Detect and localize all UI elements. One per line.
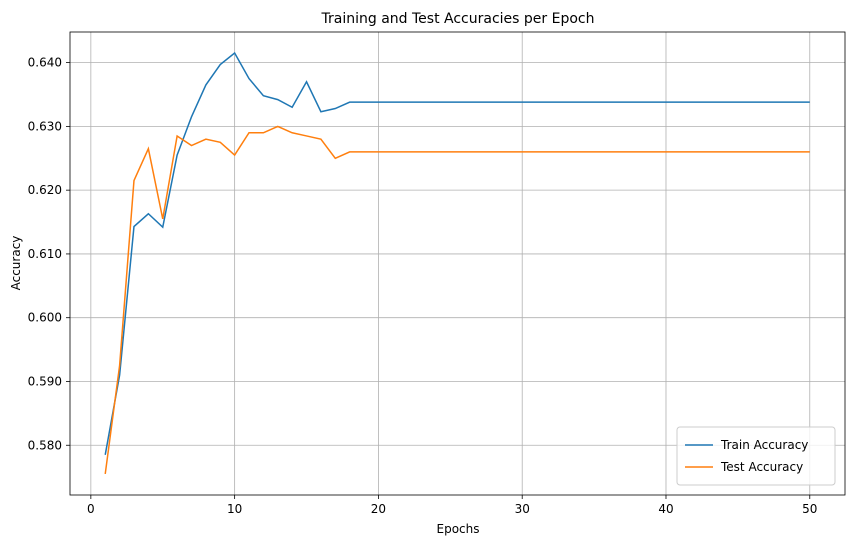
legend-box (676, 426, 836, 486)
x-axis-label: Epochs (437, 522, 480, 536)
plot-frame (69, 31, 846, 496)
line-series (104, 125, 810, 475)
y-tick-label: 0.630 (28, 119, 62, 133)
y-tick-label: 0.590 (28, 374, 62, 388)
x-tick-label: 50 (802, 502, 817, 516)
y-axis-label: Accuracy (9, 236, 23, 291)
y-tick-label: 0.580 (28, 438, 62, 452)
chart-title: Training and Test Accuracies per Epoch (321, 11, 595, 27)
legend-label: Train Accuracy (720, 438, 808, 452)
x-tick-label: 30 (515, 502, 530, 516)
line-series (104, 51, 810, 455)
x-tick-label: 10 (227, 502, 242, 516)
legend-label: Test Accuracy (720, 460, 803, 474)
y-tick-label: 0.610 (28, 247, 62, 261)
y-tick-label: 0.600 (28, 311, 62, 325)
y-tick-label: 0.620 (28, 183, 62, 197)
x-tick-label: 20 (371, 502, 386, 516)
x-tick-label: 40 (658, 502, 673, 516)
x-tick-label: 0 (87, 502, 95, 516)
y-tick-label: 0.640 (28, 56, 62, 70)
